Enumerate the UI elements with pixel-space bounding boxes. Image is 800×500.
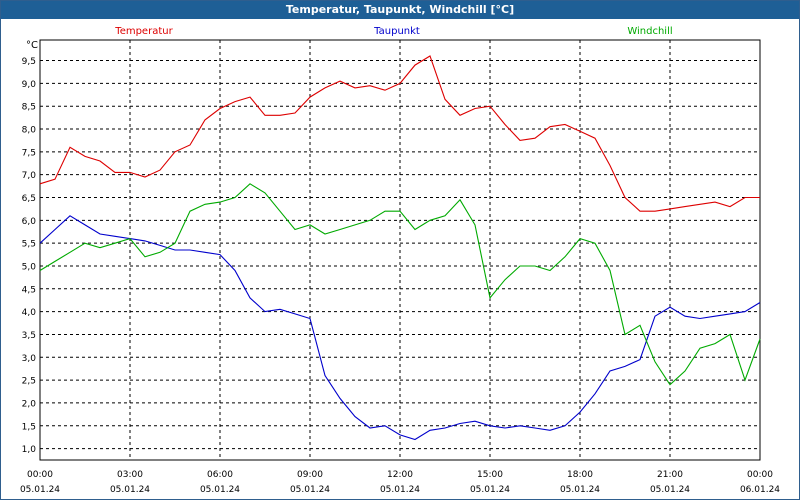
x-tick-date: 05.01.24 — [110, 485, 150, 495]
series-line-windchill — [39, 183, 761, 386]
y-tick-label: 5,5 — [22, 240, 36, 250]
x-tick-time: 00:00 — [747, 470, 773, 480]
y-tick-label: 2,0 — [22, 399, 37, 409]
x-tick-date: 05.01.24 — [470, 485, 510, 495]
x-tick-time: 12:00 — [387, 470, 413, 480]
x-tick-time: 21:00 — [657, 470, 683, 480]
x-tick-time: 15:00 — [477, 470, 503, 480]
y-tick-label: 9,5 — [22, 57, 36, 67]
y-tick-label: 2,5 — [22, 377, 36, 387]
y-tick-label: 6,0 — [22, 217, 37, 227]
y-tick-label: 8,5 — [22, 103, 36, 113]
series-line-taupunkt — [39, 215, 761, 441]
y-tick-label: 9,0 — [22, 80, 37, 90]
y-tick-label: 7,5 — [22, 148, 36, 158]
x-tick-date: 05.01.24 — [380, 485, 420, 495]
series-layer — [39, 55, 761, 441]
legend-item-taupunkt: Taupunkt — [373, 26, 420, 37]
tick-labels: 1,0 1,5 2,0 2,5 3,0 3,5 4,0 4,5 5,0 5,5 6,0 6,5 7,0 7… — [20, 57, 780, 495]
grid — [39, 39, 761, 461]
legend-item-temperatur: Temperatur — [114, 26, 173, 37]
y-axis-unit-label: °C — [26, 40, 38, 51]
legend: Temperatur Taupunkt Windchill — [114, 26, 672, 37]
chart-title: Temperatur, Taupunkt, Windchill [°C] — [1, 1, 799, 19]
y-tick-label: 1,5 — [22, 422, 36, 432]
x-tick-time: 18:00 — [567, 470, 593, 480]
y-tick-label: 5,0 — [22, 262, 37, 272]
y-tick-label: 3,0 — [22, 354, 37, 364]
legend-item-windchill: Windchill — [627, 26, 672, 37]
series-line-temperatur — [39, 55, 760, 212]
x-tick-time: 03:00 — [117, 470, 143, 480]
y-tick-label: 4,5 — [22, 285, 36, 295]
x-tick-time: 00:00 — [27, 470, 53, 480]
x-tick-time: 09:00 — [297, 470, 323, 480]
x-tick-time: 06:00 — [207, 470, 233, 480]
y-tick-label: 7,0 — [22, 171, 37, 181]
x-tick-date: 05.01.24 — [650, 485, 690, 495]
x-tick-date: 06.01.24 — [740, 485, 780, 495]
y-tick-label: 8,0 — [22, 126, 37, 136]
y-tick-label: 1,0 — [22, 445, 37, 455]
y-tick-label: 4,0 — [22, 308, 37, 318]
x-tick-date: 05.01.24 — [200, 485, 240, 495]
x-tick-date: 05.01.24 — [290, 485, 330, 495]
x-tick-date: 05.01.24 — [560, 485, 600, 495]
y-tick-label: 3,5 — [22, 331, 36, 341]
y-tick-label: 6,5 — [22, 194, 36, 204]
x-tick-date: 05.01.24 — [20, 485, 60, 495]
